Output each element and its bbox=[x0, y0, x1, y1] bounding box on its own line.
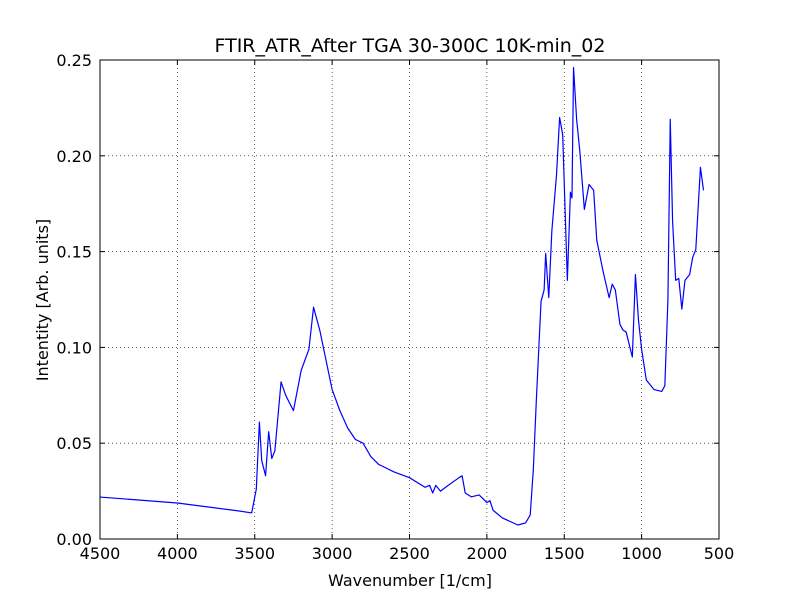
spectrum-line bbox=[99, 67, 705, 526]
y-tick-label: 0.15 bbox=[56, 243, 92, 262]
y-tick-label: 0.20 bbox=[56, 147, 92, 166]
chart-title: FTIR_ATR_After TGA 30-300C 10K-min_02 bbox=[215, 35, 606, 57]
x-tick-label: 500 bbox=[704, 544, 735, 563]
plot-frame bbox=[99, 59, 720, 540]
y-axis-label: Intentity [Arb. units] bbox=[33, 219, 52, 381]
x-tick-label: 3000 bbox=[312, 544, 353, 563]
x-tick-label: 1000 bbox=[621, 544, 662, 563]
y-tick-label: 0.05 bbox=[56, 434, 92, 453]
x-tick-label: 2500 bbox=[389, 544, 430, 563]
y-tick-label: 0.25 bbox=[56, 51, 92, 70]
x-tick-label: 2000 bbox=[467, 544, 508, 563]
y-tick-label: 0.00 bbox=[56, 530, 92, 549]
x-tick-label: 4500 bbox=[80, 544, 121, 563]
y-tick-label: 0.10 bbox=[56, 338, 92, 357]
x-tick-label: 4000 bbox=[157, 544, 198, 563]
x-tick-label: 1500 bbox=[544, 544, 585, 563]
x-axis-label: Wavenumber [1/cm] bbox=[328, 571, 492, 590]
x-tick-label: 3500 bbox=[234, 544, 275, 563]
